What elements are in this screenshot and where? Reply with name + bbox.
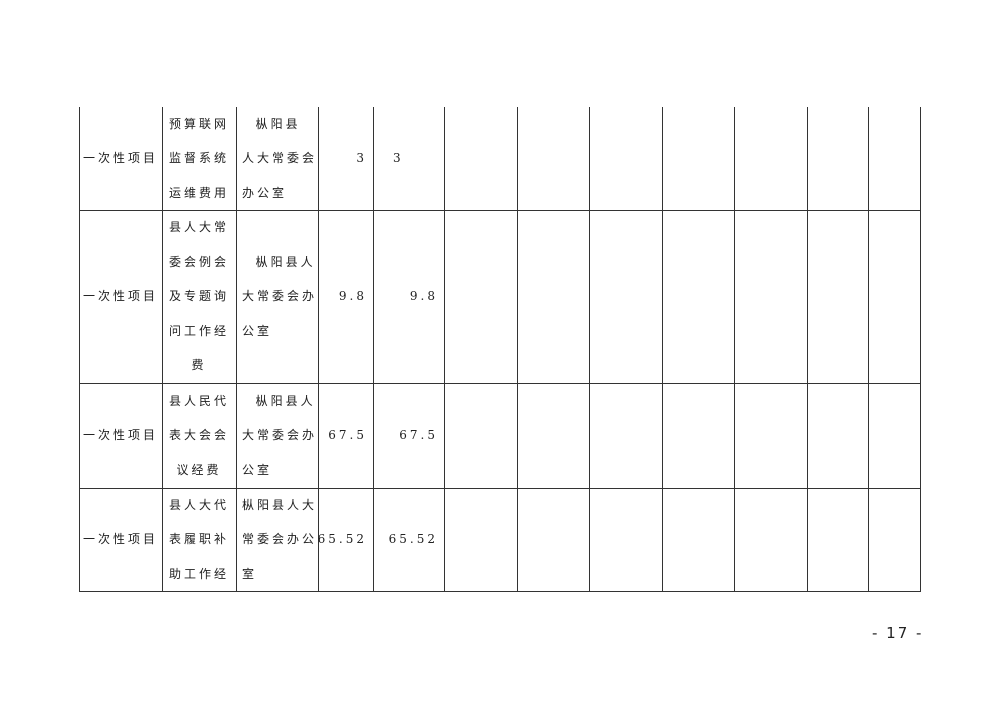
project-name-cell: 预算联网监督系统运维费用 [162, 107, 236, 210]
amount-cell: 65.52 [388, 532, 438, 547]
amount-cell: 3 [356, 151, 367, 166]
table-row-line [79, 488, 920, 489]
department-cell-line: 公室 [242, 462, 273, 477]
table-column-line [373, 107, 374, 592]
department-cell-line: 枞阳县人 [242, 393, 316, 408]
project-name-cell-line: 县人大常 [168, 220, 229, 235]
table-column-line [444, 107, 445, 592]
project-name-cell: 县人大常委会例会及专题询问工作经费 [162, 210, 236, 383]
table-row-line [79, 210, 920, 211]
table-column-line [318, 107, 319, 592]
department-cell-line: 大常委会办 [242, 289, 318, 304]
amount-cell: 9.8 [409, 289, 438, 304]
project-name-cell-line: 表履职补 [168, 532, 229, 547]
department-cell-line: 枞阳县人大 [242, 497, 318, 512]
department-cell-line: 常委会办公 [242, 532, 318, 547]
project-name-cell: 县人民代表大会会议经费 [162, 383, 236, 488]
table-column-line [236, 107, 237, 592]
project-type-cell: 一次性项目 [82, 532, 158, 547]
amount-cell: 67.5 [399, 428, 438, 443]
table-column-line [162, 107, 163, 592]
project-name-cell-line: 费 [191, 358, 207, 373]
project-name-cell-line: 表大会会 [168, 428, 229, 443]
project-name-cell-line: 问工作经 [168, 323, 229, 338]
table-column-line [517, 107, 518, 592]
table-row-line [79, 383, 920, 384]
project-name-cell-line: 县人民代 [168, 393, 229, 408]
department-cell-line: 枞阳县人 [242, 254, 316, 269]
table-column-line [79, 107, 80, 592]
department-cell-line: 办公室 [242, 185, 288, 200]
table-column-line [868, 107, 869, 592]
project-type-cell: 一次性项目 [82, 151, 158, 166]
table-column-line [589, 107, 590, 592]
table-column-line [662, 107, 663, 592]
department-cell-line: 人大常委会 [242, 151, 318, 166]
amount-cell: 9.8 [338, 289, 367, 304]
table-column-line [920, 107, 921, 592]
table-column-line [734, 107, 735, 592]
project-name-cell-line: 预算联网 [168, 116, 229, 131]
department-cell-line: 枞阳县 [242, 116, 301, 131]
project-name-cell-line: 县人大代 [168, 497, 229, 512]
project-name-cell-line: 助工作经 [168, 566, 229, 581]
project-name-cell-line: 委会例会 [168, 254, 229, 269]
department-cell-line: 大常委会办 [242, 428, 318, 443]
project-name-cell-line: 议经费 [176, 462, 222, 477]
amount-cell: 3 [393, 151, 404, 166]
amount-cell: 65.52 [317, 532, 367, 547]
project-name-cell: 县人大代表履职补助工作经 [162, 488, 236, 591]
department-cell-line: 公室 [242, 323, 273, 338]
department-cell: 枞阳县人大常委会办公室 [236, 383, 318, 488]
project-name-cell-line: 及专题询 [168, 289, 229, 304]
project-name-cell-line: 运维费用 [168, 185, 229, 200]
table-column-line [807, 107, 808, 592]
table-row-line [79, 591, 920, 592]
department-cell-line: 室 [242, 566, 258, 581]
project-type-cell: 一次性项目 [82, 428, 158, 443]
amount-cell: 67.5 [328, 428, 367, 443]
project-name-cell-line: 监督系统 [168, 151, 229, 166]
project-type-cell: 一次性项目 [82, 289, 158, 304]
page-number: - 17 - [872, 624, 924, 642]
department-cell: 枞阳县人大常委会办公室 [236, 107, 318, 210]
department-cell: 枞阳县人大常委会办公室 [236, 210, 318, 383]
department-cell: 枞阳县人大常委会办公室 [236, 488, 318, 591]
